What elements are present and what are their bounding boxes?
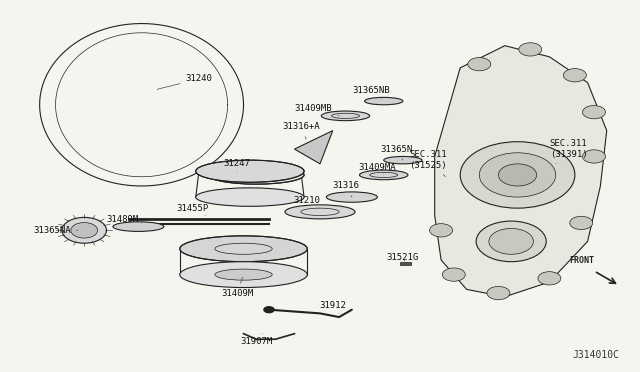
Text: J314010C: J314010C — [573, 350, 620, 359]
Text: 31409MB: 31409MB — [295, 104, 339, 116]
Ellipse shape — [326, 192, 378, 202]
Text: SEC.311
(31525): SEC.311 (31525) — [410, 150, 447, 177]
Text: 31316: 31316 — [332, 182, 359, 197]
Text: 31365NB: 31365NB — [352, 86, 390, 99]
Circle shape — [499, 164, 537, 186]
Text: 31409M: 31409M — [221, 277, 253, 298]
Text: 31489M: 31489M — [106, 215, 141, 224]
Polygon shape — [435, 46, 607, 297]
Ellipse shape — [360, 170, 408, 180]
Text: 31365NA: 31365NA — [33, 226, 78, 235]
Text: 31912: 31912 — [319, 301, 346, 313]
Ellipse shape — [285, 205, 355, 219]
Text: 31247: 31247 — [224, 159, 251, 171]
Ellipse shape — [180, 236, 307, 262]
Ellipse shape — [384, 157, 422, 164]
Ellipse shape — [113, 222, 164, 231]
Text: 31455P: 31455P — [177, 203, 209, 215]
Text: 31240: 31240 — [157, 74, 212, 89]
Circle shape — [71, 222, 98, 238]
Bar — [399, 262, 411, 265]
Ellipse shape — [365, 97, 403, 105]
Circle shape — [582, 106, 605, 119]
Text: 31907M: 31907M — [240, 334, 273, 346]
Circle shape — [563, 68, 586, 82]
Circle shape — [62, 217, 106, 243]
Circle shape — [264, 307, 274, 312]
Circle shape — [442, 268, 465, 281]
Polygon shape — [294, 131, 333, 164]
Text: 31521G: 31521G — [387, 253, 419, 263]
Ellipse shape — [209, 166, 304, 184]
Circle shape — [570, 216, 593, 230]
Text: SEC.311
(31391): SEC.311 (31391) — [550, 140, 588, 164]
Ellipse shape — [321, 111, 370, 121]
Ellipse shape — [180, 262, 307, 288]
Circle shape — [468, 58, 491, 71]
Ellipse shape — [196, 188, 304, 206]
Circle shape — [476, 221, 546, 262]
Circle shape — [582, 150, 605, 163]
Circle shape — [487, 286, 510, 300]
Ellipse shape — [215, 269, 272, 280]
Ellipse shape — [196, 160, 304, 182]
Circle shape — [519, 43, 541, 56]
Text: 31210: 31210 — [294, 196, 321, 208]
Circle shape — [460, 142, 575, 208]
Circle shape — [429, 224, 452, 237]
Text: 31409MA: 31409MA — [358, 163, 396, 175]
Circle shape — [538, 272, 561, 285]
Text: FRONT: FRONT — [569, 256, 594, 265]
Circle shape — [479, 153, 556, 197]
Text: 31316+A: 31316+A — [282, 122, 320, 139]
Circle shape — [489, 228, 534, 254]
Text: 31365N: 31365N — [380, 145, 413, 160]
